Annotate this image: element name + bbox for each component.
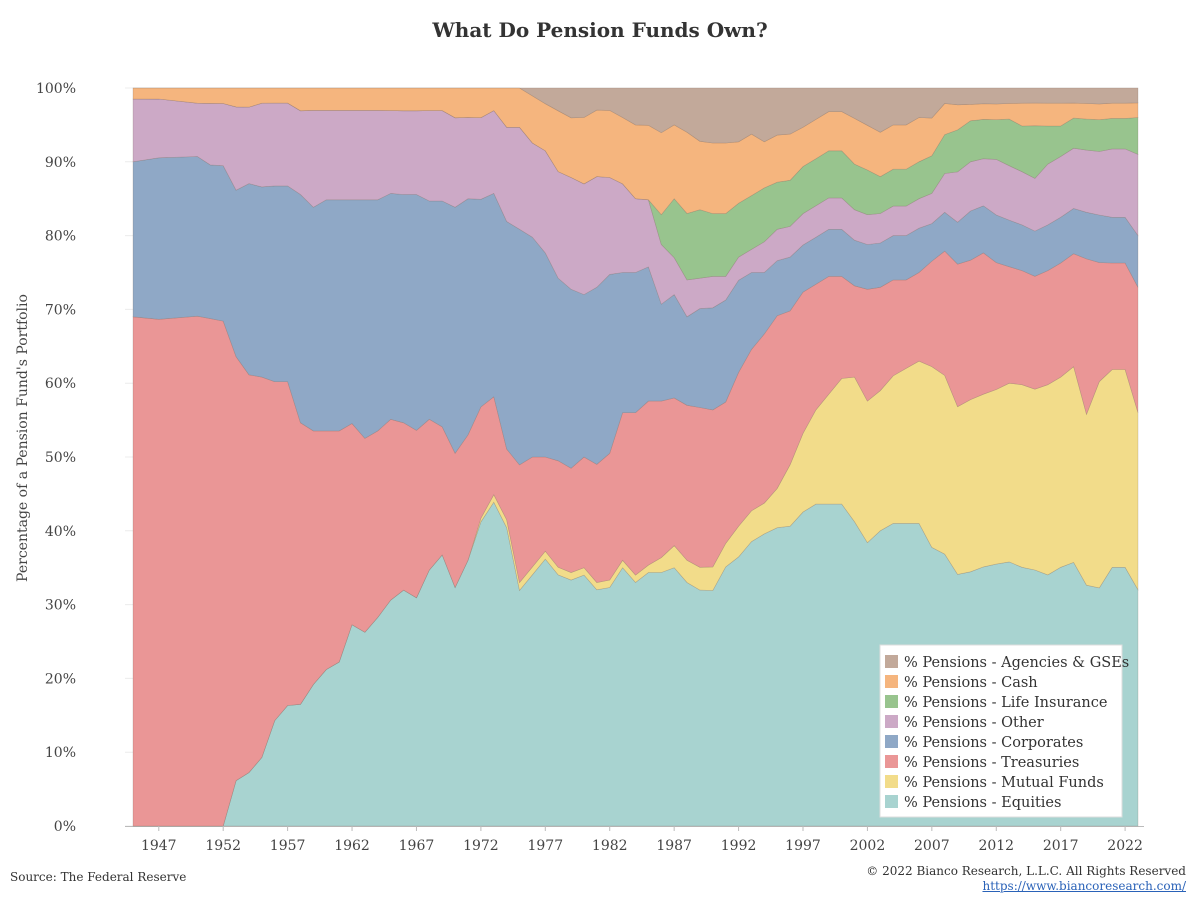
area-agencies-gses — [133, 87, 1139, 144]
x-tick-label: 1972 — [463, 838, 499, 854]
legend-swatch — [885, 655, 898, 668]
x-tick-label: 2012 — [978, 838, 1014, 854]
x-tick-label: 2017 — [1043, 838, 1079, 854]
y-axis-label: Percentage of a Pension Fund's Portfolio — [15, 294, 31, 582]
y-tick-label: 60% — [45, 376, 76, 392]
legend-swatch — [885, 795, 898, 808]
y-tick-label: 10% — [45, 745, 76, 761]
x-axis-ticks: 1947 1952 1957 1962 1967 1972 1977 1982 1987 1992… — [141, 826, 1143, 854]
x-tick-label: 2002 — [850, 838, 886, 854]
y-tick-label: 80% — [45, 229, 76, 245]
source-note: Source: The Federal Reserve — [10, 870, 187, 884]
x-tick-label: 1987 — [656, 838, 692, 854]
y-axis-ticks: 0% 10% 20% 30% 40% 50% 60% 70% 80% 90% 100% — [36, 81, 76, 835]
website-link[interactable]: https://www.biancoresearch.com/ — [982, 879, 1186, 893]
x-tick-label: 1977 — [527, 838, 563, 854]
legend: % Pensions - Agencies & GSEs % Pensions -… — [879, 644, 1129, 818]
legend-label: % Pensions - Life Insurance — [904, 695, 1107, 711]
y-tick-label: 0% — [54, 819, 76, 835]
legend-label: % Pensions - Mutual Funds — [904, 775, 1104, 791]
x-tick-label: 1947 — [141, 838, 177, 854]
x-tick-label: 1957 — [270, 838, 306, 854]
x-tick-label: 1952 — [205, 838, 241, 854]
legend-box — [879, 644, 1123, 818]
legend-label: % Pensions - Agencies & GSEs — [904, 655, 1129, 671]
y-tick-label: 70% — [45, 302, 76, 318]
area-cash — [132, 87, 1139, 216]
legend-swatch — [885, 755, 898, 768]
y-tick-label: 50% — [45, 450, 76, 466]
x-tick-label: 1962 — [334, 838, 370, 854]
x-tick-label: 2022 — [1107, 838, 1143, 854]
y-tick-label: 40% — [45, 524, 76, 540]
legend-label: % Pensions - Cash — [904, 675, 1038, 691]
y-tick-label: 90% — [45, 155, 76, 171]
legend-label: % Pensions - Equities — [904, 795, 1061, 811]
x-tick-label: 1982 — [592, 838, 628, 854]
copyright-text: © 2022 Bianco Research, L.L.C. All Right… — [866, 864, 1186, 878]
y-tick-label: 100% — [36, 81, 76, 97]
chart-title: What Do Pension Funds Own? — [431, 18, 767, 42]
x-tick-label: 2007 — [914, 838, 950, 854]
copyright-block: © 2022 Bianco Research, L.L.C. All Right… — [866, 864, 1186, 894]
x-tick-label: 1992 — [721, 838, 757, 854]
legend-swatch — [885, 735, 898, 748]
x-tick-label: 1997 — [785, 838, 821, 854]
legend-swatch — [885, 695, 898, 708]
legend-swatch — [885, 715, 898, 728]
y-tick-label: 20% — [45, 671, 76, 687]
y-tick-label: 30% — [45, 598, 76, 614]
x-tick-label: 1967 — [399, 838, 435, 854]
legend-swatch — [885, 675, 898, 688]
legend-label: % Pensions - Other — [904, 715, 1044, 731]
legend-swatch — [885, 775, 898, 788]
legend-label: % Pensions - Corporates — [904, 735, 1083, 751]
legend-label: % Pensions - Treasuries — [904, 755, 1079, 771]
